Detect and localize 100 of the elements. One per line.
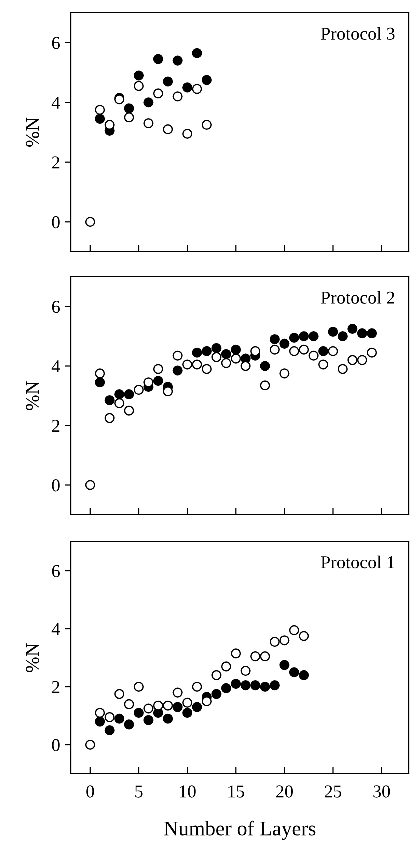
x-axis-title: Number of Layers xyxy=(164,820,316,840)
point xyxy=(144,118,154,129)
point xyxy=(221,683,232,694)
point xyxy=(270,680,280,691)
point xyxy=(163,714,174,724)
point xyxy=(95,114,106,124)
point xyxy=(144,704,154,714)
x-tick-label: 10 xyxy=(180,786,196,798)
point xyxy=(240,666,251,676)
point xyxy=(280,338,290,349)
point xyxy=(163,124,174,135)
point xyxy=(260,682,270,692)
x-tick-label: 30 xyxy=(374,786,390,798)
point xyxy=(172,688,183,698)
point xyxy=(95,378,106,388)
point xyxy=(172,366,183,376)
y-tick-label: 6 xyxy=(52,301,60,314)
point xyxy=(124,104,134,114)
point xyxy=(308,350,319,361)
point xyxy=(299,670,310,680)
point xyxy=(124,699,134,710)
point xyxy=(328,327,338,338)
point xyxy=(221,662,232,672)
point xyxy=(260,380,270,391)
point xyxy=(250,652,261,662)
point xyxy=(114,714,125,724)
point xyxy=(104,725,115,736)
y-tick-label: 2 xyxy=(52,681,60,694)
point xyxy=(153,364,164,374)
point xyxy=(289,346,300,356)
point xyxy=(202,364,212,374)
y-tick-label: 6 xyxy=(52,565,60,578)
point xyxy=(172,92,183,102)
y-axis-title: %N xyxy=(26,643,40,672)
point xyxy=(202,120,212,130)
point xyxy=(95,708,106,718)
point xyxy=(134,70,144,81)
y-tick-label: 0 xyxy=(52,216,60,229)
point xyxy=(260,361,270,372)
y-tick-label: 2 xyxy=(52,156,60,169)
point xyxy=(250,680,261,691)
x-tick-label: 15 xyxy=(228,786,244,798)
point xyxy=(212,352,222,362)
point xyxy=(212,343,222,354)
point xyxy=(104,712,115,722)
y-axis-title: %N xyxy=(26,381,40,410)
point xyxy=(357,328,368,339)
point xyxy=(124,112,134,123)
point xyxy=(104,413,115,424)
point xyxy=(231,679,242,690)
point xyxy=(270,344,280,355)
point xyxy=(221,358,232,368)
point xyxy=(134,81,144,92)
y-tick-label: 2 xyxy=(52,420,60,432)
point xyxy=(192,48,202,58)
point xyxy=(357,355,368,366)
point xyxy=(114,689,125,700)
y-tick-label: 4 xyxy=(52,97,60,109)
point xyxy=(280,636,290,646)
point xyxy=(299,631,310,642)
text: Protocol 1 xyxy=(321,556,394,569)
point xyxy=(338,364,348,374)
point xyxy=(124,406,134,416)
point xyxy=(202,696,212,707)
point xyxy=(104,120,115,130)
point xyxy=(124,720,134,730)
point xyxy=(192,360,202,370)
point xyxy=(134,708,144,718)
point xyxy=(270,637,280,648)
point xyxy=(182,708,193,718)
point xyxy=(134,385,144,396)
point xyxy=(114,398,125,408)
point xyxy=(172,702,183,712)
x-tick-label: 20 xyxy=(276,786,294,798)
point xyxy=(85,480,96,490)
x-tick-label: 5 xyxy=(136,786,143,798)
point xyxy=(192,682,202,692)
point xyxy=(250,346,261,356)
point xyxy=(163,700,174,711)
point xyxy=(338,331,348,342)
point xyxy=(192,84,202,94)
point xyxy=(153,54,164,64)
y-axis-title: %N xyxy=(26,118,40,147)
point xyxy=(153,88,164,99)
x-tick-label: 25 xyxy=(325,786,342,798)
point xyxy=(212,670,222,680)
point xyxy=(289,667,300,678)
point xyxy=(367,348,378,358)
point xyxy=(280,660,290,670)
point xyxy=(231,648,242,659)
point xyxy=(270,334,280,344)
point xyxy=(182,360,193,370)
point xyxy=(289,332,300,344)
point xyxy=(95,716,106,727)
point xyxy=(221,349,232,360)
point xyxy=(182,128,193,140)
point xyxy=(231,354,242,364)
y-tick-label: 4 xyxy=(52,360,60,373)
y-tick-label: 6 xyxy=(52,37,60,50)
point xyxy=(144,98,154,108)
